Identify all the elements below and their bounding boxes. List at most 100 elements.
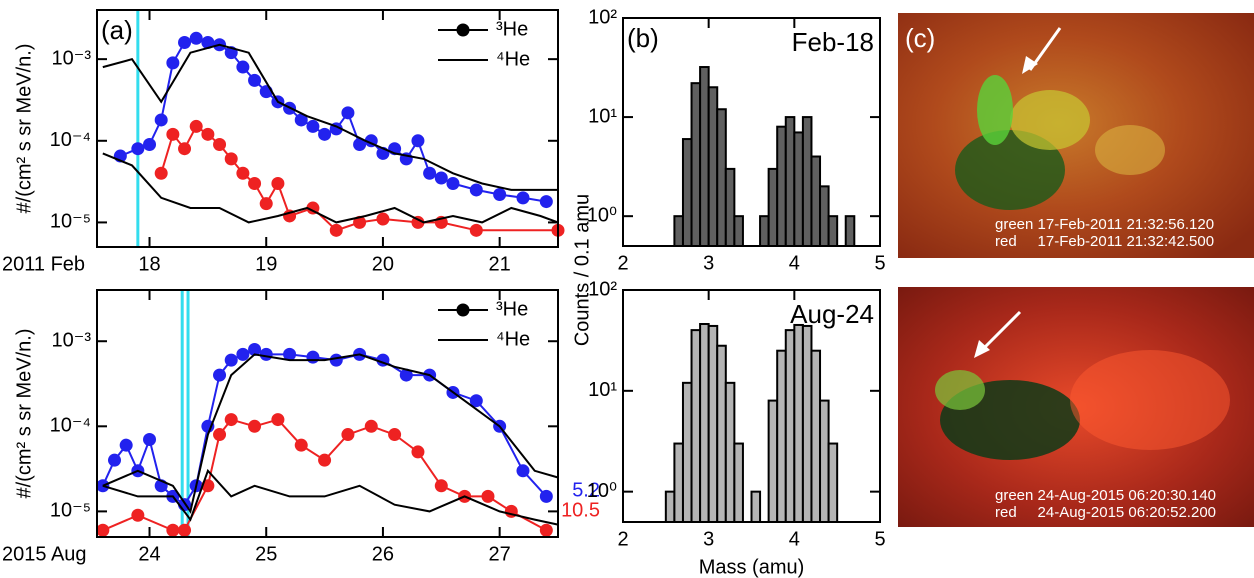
data-point [248, 176, 262, 190]
image-caption: green 24-Aug-2015 06:20:30.140 [995, 487, 1216, 504]
x-tick-label: 5 [874, 252, 885, 274]
legend-label: ³He [496, 298, 528, 320]
data-point [201, 35, 215, 49]
data-point [248, 419, 262, 433]
histogram-bar [827, 442, 839, 524]
x-tick-label: 21 [489, 253, 511, 275]
x-tick-label: 3 [703, 252, 714, 274]
data-point [516, 191, 530, 205]
series-label: 10.5 [561, 499, 600, 521]
data-point [318, 127, 332, 141]
data-point [178, 35, 192, 49]
data-point [154, 166, 168, 180]
data-point [306, 201, 320, 215]
data-point [166, 56, 180, 70]
arrow [980, 310, 1022, 352]
data-point [353, 138, 367, 152]
chart-title: Aug-24 [790, 299, 874, 329]
data-point [353, 215, 367, 229]
data-point [294, 438, 308, 452]
data-point [108, 453, 122, 467]
histogram-bar [759, 215, 770, 247]
histogram-bar [690, 329, 702, 523]
x-tick-label: 2 [617, 528, 628, 550]
data-point [131, 142, 145, 156]
plot-frame [96, 9, 559, 248]
data-point [469, 183, 483, 197]
x-axis-label: 2015 Aug [2, 543, 87, 565]
plot-frame [622, 289, 881, 523]
data-point [341, 106, 355, 120]
data-point [493, 187, 507, 201]
data-point [178, 523, 192, 537]
data-point [248, 342, 262, 356]
histogram-bar [707, 86, 719, 248]
histogram-bar [810, 155, 822, 247]
x-tick-label: 5 [874, 528, 885, 550]
series-line [102, 43, 558, 191]
histogram-bar [844, 215, 856, 247]
data-point [306, 350, 320, 364]
histogram-bar [699, 66, 710, 247]
data-point [376, 212, 390, 226]
data-point [143, 138, 157, 152]
histogram-bar [716, 344, 727, 523]
data-point [236, 347, 250, 361]
arrow-head [1022, 56, 1038, 74]
y-axis-label: Counts / 0.1 amu [571, 194, 593, 346]
data-point [178, 142, 192, 156]
y-tick-label: 10¹ [588, 105, 617, 127]
data-point [399, 368, 413, 382]
data-point [469, 394, 483, 408]
histogram-bar [810, 349, 822, 523]
histogram-bar [776, 349, 787, 523]
arrow-head [974, 340, 990, 358]
image-feature [1070, 350, 1230, 450]
data-point [213, 138, 227, 152]
y-tick-label: 10⁰ [587, 204, 617, 226]
x-tick-label: 20 [372, 253, 394, 275]
x-tick-label: 24 [138, 543, 160, 565]
histogram-bar [750, 490, 762, 524]
plot-frame [96, 289, 559, 538]
histogram-bar [784, 116, 796, 247]
x-tick-label: 2 [617, 252, 628, 274]
image-feature [955, 130, 1065, 210]
x-tick-label: 4 [789, 252, 800, 274]
histogram-bar [776, 125, 787, 247]
image-feature [1095, 125, 1165, 175]
data-point [411, 134, 425, 148]
data-point [411, 445, 425, 459]
chart-title: Feb-18 [792, 27, 874, 57]
histogram-bar [681, 381, 693, 523]
data-point [166, 523, 180, 537]
y-tick-label: 10⁻³ [52, 47, 92, 69]
data-point [306, 119, 320, 133]
data-point [119, 438, 133, 452]
data-point [423, 166, 437, 180]
panel-label: (a) [101, 15, 133, 45]
data-point [248, 73, 262, 87]
panel-label: (b) [627, 23, 659, 53]
x-axis-label: Mass (amu) [699, 556, 805, 578]
data-point [516, 464, 530, 478]
y-tick-label: 10² [588, 278, 617, 300]
histogram-bar [673, 215, 684, 247]
histogram-bar [724, 381, 736, 523]
data-point [224, 353, 238, 367]
y-axis-label: #/(cm² s sr MeV/n.) [13, 328, 35, 498]
data-point [434, 171, 448, 185]
data-point [318, 453, 332, 467]
histogram-bar [724, 167, 736, 247]
data-point [481, 489, 495, 503]
legend-label: ⁴He [496, 328, 530, 350]
data-point [143, 432, 157, 446]
histogram-bar [690, 82, 702, 247]
histogram-bar [733, 215, 744, 247]
histogram-bar [733, 442, 744, 524]
legend-label: ³He [496, 18, 528, 40]
y-tick-label: 10⁻³ [52, 330, 92, 352]
x-tick-label: 18 [138, 253, 160, 275]
